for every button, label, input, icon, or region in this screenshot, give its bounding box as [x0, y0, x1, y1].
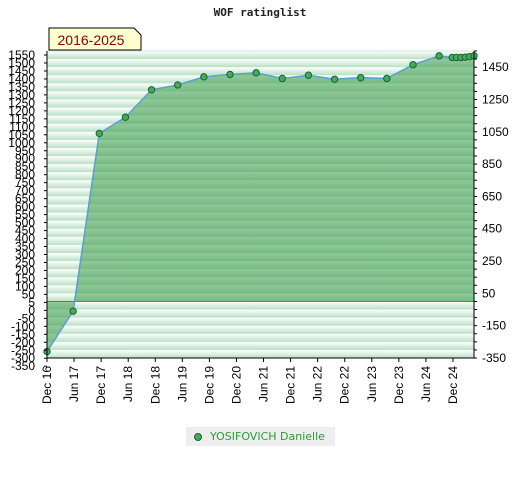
plot-band: [47, 59, 474, 68]
plot-band: [47, 333, 474, 342]
left-axis-tick-label: 200: [15, 263, 35, 277]
left-axis-tick-label: 1200: [8, 104, 35, 118]
period-badge: 2016-2025: [48, 27, 142, 51]
left-axis-tick-label: 1050: [8, 128, 35, 142]
left-axis-tick-label: 1550: [8, 48, 35, 62]
legend-series-name: YOSIFOVICH Danielle: [210, 430, 325, 443]
right-axis-tick-label: 50: [482, 286, 496, 300]
x-axis-tick-label: Dec 21: [284, 366, 298, 404]
plot-band: [47, 317, 474, 326]
left-axis-tick-label: 700: [15, 184, 35, 198]
left-axis-tick-label: 1450: [8, 64, 35, 78]
left-axis-tick-label: 0: [28, 303, 35, 317]
left-axis-tick-label: 1150: [9, 112, 35, 126]
right-axis-tick-label: 1050: [482, 125, 509, 139]
data-point: [330, 75, 339, 83]
left-axis-tick-label: -150: [11, 327, 35, 341]
left-axis-tick-label: 1300: [8, 88, 35, 102]
x-axis-tick-label: Dec 19: [202, 366, 216, 404]
legend-marker-icon: [194, 432, 202, 441]
left-axis-tick-label: -200: [11, 335, 35, 349]
x-axis-tick-label: Jun 23: [365, 366, 379, 402]
period-badge-label: 2016-2025: [58, 32, 125, 48]
legend: YOSIFOVICH Danielle: [186, 427, 335, 446]
plot-band: [47, 309, 474, 318]
plot-band: [47, 301, 474, 310]
x-axis-tick-label: Dec 16: [40, 366, 54, 404]
right-axis-tick-label: -350: [482, 351, 506, 365]
left-axis-tick-label: 900: [15, 152, 35, 166]
data-point: [147, 86, 156, 94]
left-axis-tick-label: 100: [15, 279, 35, 293]
x-axis-tick-label: Jun 22: [311, 366, 325, 402]
left-axis-tick-label: -350: [11, 359, 35, 373]
data-point: [95, 129, 103, 138]
left-axis-tick-label: -250: [11, 343, 35, 357]
right-axis-tick-label: 1450: [482, 60, 509, 74]
left-axis-tick-label: 450: [15, 224, 35, 238]
left-axis-tick-label: 400: [15, 232, 35, 246]
data-point: [409, 61, 417, 69]
left-axis-tick-label: 300: [15, 248, 35, 262]
plot-band: [47, 67, 474, 76]
x-axis-tick-label: Jun 21: [257, 366, 271, 402]
plot-band: [47, 51, 474, 60]
data-point: [252, 69, 260, 77]
right-axis-tick-label: 250: [482, 254, 502, 268]
data-point: [121, 113, 130, 121]
left-axis-tick-label: 1000: [8, 136, 35, 150]
left-axis-tick-label: 500: [15, 216, 35, 230]
data-point: [278, 74, 286, 83]
data-point: [69, 307, 77, 315]
x-axis-tick-label: Dec 20: [229, 366, 243, 404]
x-axis-tick-label: Dec 18: [148, 366, 162, 404]
left-axis-tick-label: 150: [15, 271, 35, 285]
data-point: [304, 71, 313, 79]
data-point: [226, 70, 234, 79]
right-axis-tick-label: 450: [482, 222, 502, 236]
right-axis-tick-label: -150: [482, 319, 506, 333]
x-axis-tick-label: Dec 23: [392, 366, 406, 404]
x-axis-tick-label: Dec 22: [338, 366, 352, 404]
left-axis-tick-label: 850: [15, 160, 35, 174]
plot-band: [47, 349, 474, 358]
x-axis-tick-label: Dec 24: [446, 366, 460, 404]
data-point: [383, 74, 391, 83]
data-point: [357, 73, 365, 82]
right-axis-tick-label: 850: [482, 157, 502, 171]
left-axis-tick-label: 800: [15, 168, 35, 182]
left-axis-tick-label: 550: [15, 208, 35, 222]
data-point: [200, 73, 208, 81]
left-axis-tick-label: 1400: [8, 72, 35, 86]
left-axis-tick-label: 5: [28, 295, 35, 309]
left-axis-tick-label: -100: [11, 319, 35, 333]
left-axis-tick-label: 1350: [8, 80, 35, 94]
left-axis-tick-label: 50: [22, 287, 36, 301]
right-axis-tick-label: 1250: [482, 92, 509, 106]
left-axis-tick-label: 650: [15, 192, 35, 206]
left-axis-tick-label: -300: [11, 351, 35, 365]
x-axis-tick-label: Dec 17: [94, 366, 108, 404]
left-axis-tick-label: -50: [18, 311, 36, 325]
right-axis-tick-label: 650: [482, 189, 502, 203]
left-axis-tick-label: 350: [15, 240, 35, 254]
x-axis-tick-label: Jun 24: [419, 366, 433, 402]
left-axis-tick-label: 250: [15, 255, 35, 269]
left-axis-tick-label: 1250: [8, 96, 35, 110]
data-point: [174, 81, 182, 89]
x-axis-tick-label: Jun 18: [121, 366, 135, 402]
left-axis-tick-label: 600: [15, 200, 35, 214]
chart-title: WOF ratinglist: [213, 6, 307, 19]
plot-band: [47, 325, 474, 334]
plot-band: [47, 341, 474, 350]
left-axis-tick-label: 1100: [9, 120, 35, 134]
left-axis-tick-label: 1500: [8, 56, 35, 70]
left-axis-tick-label: 950: [15, 144, 35, 158]
left-axis-tick-label: 750: [15, 176, 35, 190]
data-point: [435, 52, 443, 60]
x-axis-tick-label: Jun 17: [67, 366, 81, 402]
x-axis-tick-label: Jun 19: [175, 366, 189, 402]
